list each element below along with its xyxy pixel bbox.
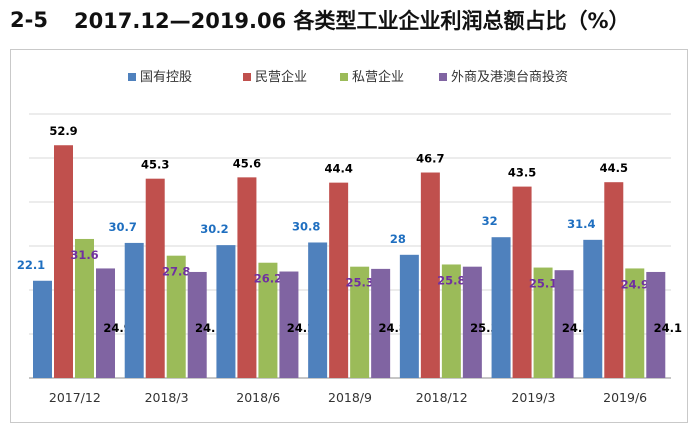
- bar[interactable]: [350, 266, 370, 378]
- data-label: 24.8: [378, 321, 406, 335]
- x-tick-label: 2017/12: [49, 390, 101, 405]
- data-label: 44.5: [600, 161, 628, 175]
- data-label: 52.9: [49, 124, 77, 138]
- bar[interactable]: [54, 145, 73, 378]
- data-label: 44.4: [324, 162, 352, 176]
- bar[interactable]: [33, 280, 52, 378]
- x-tick-label: 2018/3: [145, 390, 189, 405]
- bar[interactable]: [491, 237, 511, 378]
- bar[interactable]: [124, 242, 144, 378]
- bar[interactable]: [258, 262, 278, 378]
- bar[interactable]: [554, 270, 574, 378]
- title-text: 2017.12—2019.06 各类型工业企业利润总额占比（%）: [73, 9, 630, 33]
- bar[interactable]: [166, 255, 186, 378]
- data-label: 25.1: [529, 277, 557, 291]
- x-tick-label: 2019/6: [603, 390, 647, 405]
- x-tick-label: 2018/6: [236, 390, 280, 405]
- bar[interactable]: [441, 264, 461, 378]
- legend-label[interactable]: 私营企业: [352, 69, 404, 85]
- chart-title: 2-5 2017.12—2019.06 各类型工业企业利润总额占比（%）: [10, 6, 690, 34]
- data-label: 27.8: [162, 265, 190, 279]
- legend-label[interactable]: 外商及港澳台商投资: [451, 69, 568, 85]
- bar[interactable]: [187, 271, 207, 378]
- legend-label[interactable]: 民营企业: [255, 69, 307, 85]
- data-label: 31.4: [567, 217, 595, 231]
- legend-swatch: [340, 73, 348, 81]
- x-tick-label: 2018/12: [416, 390, 468, 405]
- x-tick-label: 2019/3: [511, 390, 555, 405]
- data-label: 24.9: [621, 277, 649, 291]
- bar-chart: 国有控股 民营企业 私营企业 外商及港澳台商投资 22.1 52.9 31.6 24.9 201…: [17, 69, 682, 405]
- data-label: 24.1: [654, 321, 682, 335]
- data-label: 45.3: [141, 158, 169, 172]
- legend-swatch: [439, 73, 447, 81]
- data-label: 28: [390, 232, 406, 246]
- legend-swatch: [243, 73, 251, 81]
- data-label: 24.2: [287, 321, 315, 335]
- data-label: 45.6: [233, 156, 261, 170]
- bar[interactable]: [512, 186, 532, 378]
- bar[interactable]: [399, 254, 419, 378]
- data-label: 30.7: [109, 220, 137, 234]
- data-label: 24.5: [562, 321, 590, 335]
- bar[interactable]: [583, 239, 603, 378]
- legend-swatch: [128, 73, 136, 81]
- bar[interactable]: [371, 268, 391, 378]
- bar[interactable]: [216, 245, 236, 378]
- data-label: 32: [482, 214, 498, 228]
- data-label: 22.1: [17, 258, 45, 272]
- bar[interactable]: [75, 238, 94, 378]
- bar[interactable]: [462, 266, 482, 378]
- bar[interactable]: [308, 242, 328, 378]
- bar[interactable]: [145, 178, 165, 378]
- bar[interactable]: [420, 172, 440, 378]
- data-label: 30.2: [200, 222, 228, 236]
- data-label: 26.2: [254, 272, 282, 286]
- bar[interactable]: [237, 177, 257, 378]
- bar[interactable]: [533, 267, 553, 378]
- bar[interactable]: [604, 182, 624, 378]
- chart-area: 国有控股 民营企业 私营企业 外商及港澳台商投资 22.1 52.9 31.6 24.9 201…: [10, 49, 688, 423]
- data-label: 30.8: [292, 219, 320, 233]
- data-label: 43.5: [508, 166, 536, 180]
- bar[interactable]: [279, 271, 299, 378]
- data-label: 46.7: [416, 152, 444, 166]
- data-label: 24.1: [195, 321, 223, 335]
- bar[interactable]: [646, 271, 666, 378]
- bar[interactable]: [329, 182, 349, 378]
- data-label: 24.9: [103, 321, 131, 335]
- bar[interactable]: [96, 268, 115, 378]
- x-tick-label: 2018/9: [328, 390, 372, 405]
- data-label: 31.6: [70, 248, 98, 262]
- data-label: 25.3: [470, 321, 498, 335]
- bar[interactable]: [625, 268, 645, 378]
- data-label: 25.3: [345, 276, 373, 290]
- legend-label[interactable]: 国有控股: [140, 70, 192, 85]
- figure-number: 2-5: [10, 8, 48, 32]
- data-label: 25.8: [437, 273, 465, 287]
